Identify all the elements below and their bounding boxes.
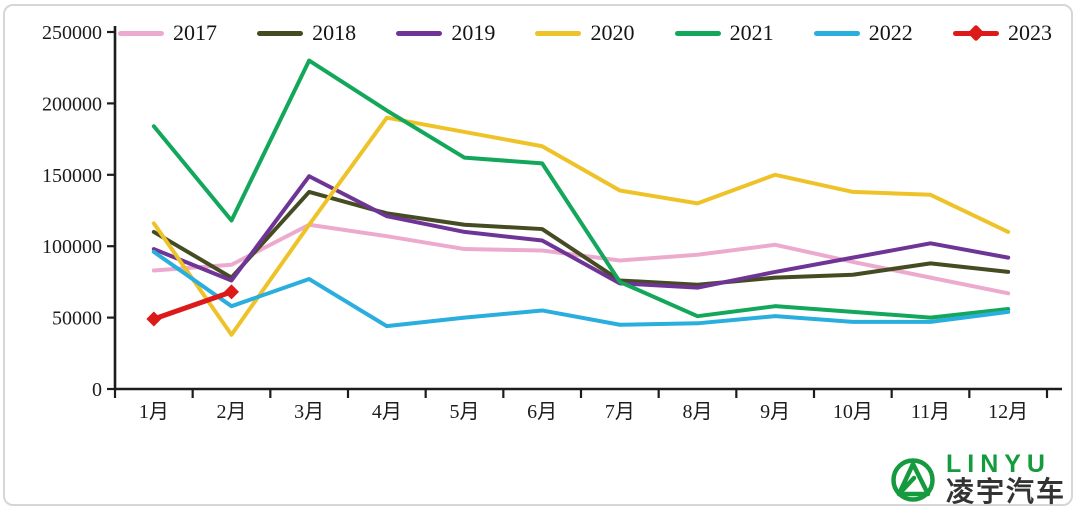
legend-item-2021: 2021 <box>674 20 774 45</box>
legend-swatch-2021 <box>674 30 721 36</box>
chart-legend: 2017 2018 2019 2020 2021 2022 2023 <box>118 20 1052 46</box>
series-line-2020 <box>151 115 1011 337</box>
legend-swatch-2020 <box>535 30 582 36</box>
x-axis-month-label: 7月 <box>605 401 635 423</box>
y-axis-tick-label: 50000 <box>52 308 102 330</box>
legend-swatch-2022 <box>813 30 860 36</box>
x-axis-month-label: 10月 <box>833 401 873 423</box>
y-axis-tick-label: 150000 <box>42 165 102 187</box>
logo-text: LINYU 凌宇汽车 <box>945 449 1066 507</box>
legend-label-2017: 2017 <box>173 20 217 45</box>
legend-item-2017: 2017 <box>118 22 217 44</box>
legend-label-2019: 2019 <box>451 20 496 45</box>
x-axis-month-label: 5月 <box>450 401 480 423</box>
x-axis-month-label: 2月 <box>217 401 247 423</box>
linyu-emblem-icon <box>891 458 935 502</box>
legend-swatch-2018 <box>257 30 304 36</box>
y-axis-tick-label: 250000 <box>42 22 102 44</box>
legend-item-2023: 2023 <box>952 20 1052 45</box>
x-axis-month-label: 1月 <box>139 401 169 423</box>
series-line-2018 <box>151 189 1011 287</box>
legend-label-2018: 2018 <box>312 20 357 45</box>
y-axis-tick-label: 0 <box>92 379 102 401</box>
axis-lines <box>113 26 1062 391</box>
legend-item-2019: 2019 <box>396 22 495 44</box>
x-axis-month-label: 4月 <box>372 401 402 423</box>
legend-label-2021: 2021 <box>729 20 774 45</box>
legend-swatch-2023 <box>952 24 999 42</box>
x-axis-month-label: 12月 <box>988 401 1028 423</box>
x-axis-month-label: 9月 <box>760 401 790 423</box>
legend-item-2020: 2020 <box>535 22 634 44</box>
legend-diamond-icon <box>967 24 985 42</box>
series-marker-diamond-2023 <box>146 311 162 327</box>
legend-item-2018: 2018 <box>257 22 356 44</box>
series-line-2019 <box>151 174 1011 290</box>
y-axis-tick-label: 100000 <box>42 236 102 258</box>
legend-swatch-2019 <box>396 30 443 36</box>
series-line-2022 <box>151 249 1011 329</box>
y-axis-tick-label: 200000 <box>42 93 102 115</box>
linyu-logo: LINYU 凌宇汽车 <box>889 449 1066 507</box>
legend-item-2022: 2022 <box>813 20 913 45</box>
logo-text-latin: LINYU <box>945 449 1051 478</box>
x-axis-month-label: 6月 <box>527 401 557 423</box>
chart-card <box>3 4 1073 506</box>
series-line-2023 <box>151 289 234 322</box>
series-marker-diamond-2023 <box>224 284 239 300</box>
x-axis-month-label: 3月 <box>294 401 324 423</box>
legend-label-2023: 2023 <box>1007 20 1052 45</box>
legend-label-2022: 2022 <box>868 20 913 45</box>
logo-text-chinese: 凌宇汽车 <box>945 475 1066 507</box>
x-axis-month-label: 8月 <box>683 401 713 423</box>
series-line-2021 <box>151 58 1011 320</box>
series-line-2017 <box>151 222 1011 296</box>
legend-swatch-2017 <box>118 30 164 36</box>
legend-label-2020: 2020 <box>590 20 635 45</box>
x-axis-month-label: 11月 <box>911 401 950 423</box>
